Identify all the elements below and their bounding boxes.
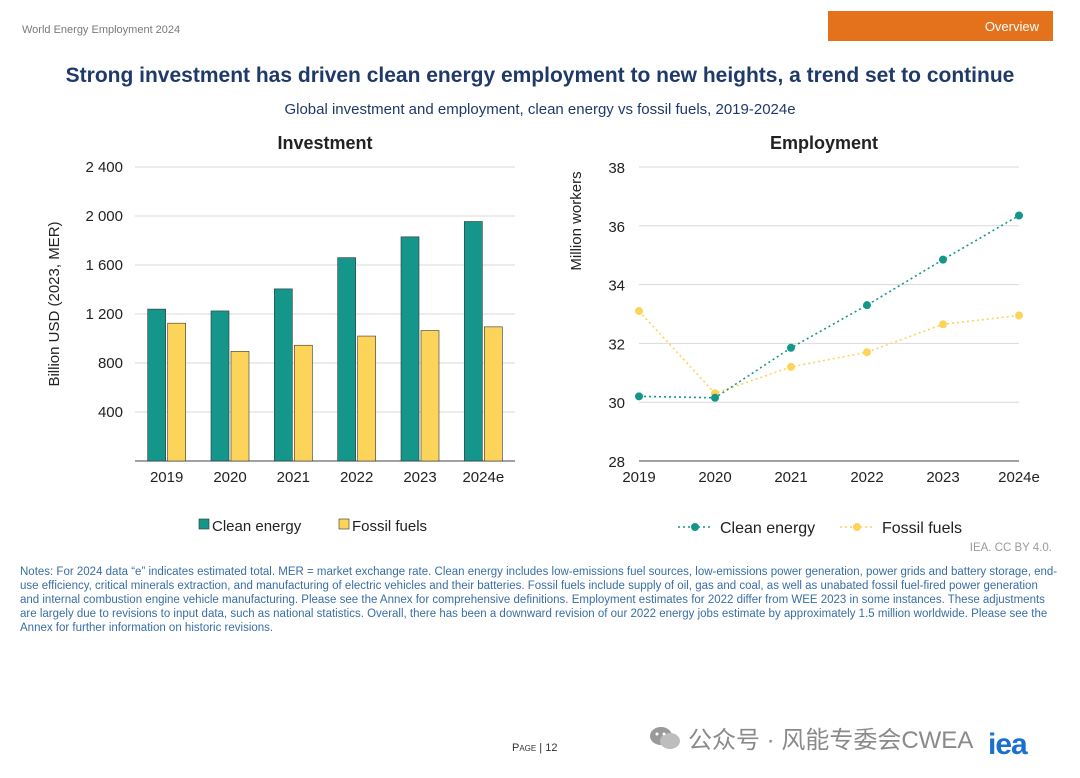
investment-y-tick-label: 2 000 <box>85 208 123 225</box>
fossil-fuels-point <box>635 307 643 316</box>
investment-y-tick-label: 1 600 <box>85 257 123 274</box>
page-number: 12 <box>545 742 558 754</box>
employment-x-tick-label: 2019 <box>622 469 655 486</box>
employment-y-tick-label: 34 <box>608 278 625 295</box>
employment-x-tick-label: 2024e <box>998 469 1040 486</box>
fossil-fuels-point <box>1015 311 1023 320</box>
investment-x-tick-label: 2024e <box>462 469 504 486</box>
employment-x-tick-label: 2021 <box>774 469 807 486</box>
legend-clean-energy-label: Clean energy <box>720 520 815 537</box>
employment-x-tick-label: 2023 <box>926 469 959 486</box>
watermark: 公众号 · 风能专委会CWEA <box>648 720 973 755</box>
investment-y-axis-label: Billion USD (2023, MER) <box>46 221 63 386</box>
employment-y-tick-label: 32 <box>608 336 625 353</box>
wechat-icon <box>650 726 680 749</box>
fossil-fuels-point <box>787 362 795 371</box>
investment-y-tick-label: 400 <box>98 404 123 421</box>
iea-logo: iea <box>988 728 1028 761</box>
legend-fossil-fuels-label: Fossil fuels <box>882 520 962 537</box>
investment-x-tick-label: 2019 <box>150 469 183 486</box>
employment-y-axis-label: Million workers <box>568 171 585 270</box>
legend-fossil-fuels-marker <box>853 523 861 531</box>
clean-energy-bar <box>147 308 166 462</box>
investment-x-tick-label: 2023 <box>403 469 436 486</box>
charts-canvas: Investment 400 800 1 200 1 600 2 000 2 400 Bill… <box>46 133 1040 537</box>
clean-energy-bar <box>337 257 356 462</box>
clean-energy-bar <box>274 288 293 462</box>
notes-text: Notes: For 2024 data “e” indicates estim… <box>20 566 1058 635</box>
clean-energy-point <box>635 392 643 401</box>
clean-energy-point <box>863 301 871 310</box>
clean-energy-bar <box>464 221 483 462</box>
investment-x-tick-label: 2020 <box>213 469 246 486</box>
clean-energy-point <box>787 343 795 352</box>
investment-x-tick-label: 2021 <box>277 469 310 486</box>
employment-y-tick-label: 28 <box>608 454 625 471</box>
figure-subtitle: Global investment and employment, clean … <box>284 101 796 118</box>
fossil-fuels-bar <box>420 330 440 462</box>
employment-y-tick-label: 36 <box>608 219 625 236</box>
clean-energy-bar <box>400 236 420 462</box>
clean-energy-bar <box>210 310 230 462</box>
fossil-fuels-point <box>939 320 947 329</box>
investment-chart-title: Investment <box>277 133 372 153</box>
investment-x-tick-label: 2022 <box>340 469 373 486</box>
overview-tab[interactable]: Overview <box>828 11 1053 41</box>
legend-fossil-fuels-label: Fossil fuels <box>352 518 427 535</box>
clean-energy-line <box>638 214 1020 399</box>
employment-x-tick-label: 2020 <box>698 469 731 486</box>
clean-energy-point <box>1015 211 1023 220</box>
investment-y-tick-label: 1 200 <box>85 306 123 323</box>
document-title: World Energy Employment 2024 <box>22 24 181 36</box>
employment-y-tick-label: 38 <box>608 160 625 177</box>
clean-energy-point <box>939 255 947 264</box>
page-indicator: Page | 12 <box>512 742 558 754</box>
fossil-fuels-bar <box>357 335 376 462</box>
fossil-fuels-bar <box>484 326 503 462</box>
legend-clean-energy-label: Clean energy <box>212 518 302 535</box>
legend-clean-energy-marker <box>691 523 699 531</box>
fossil-fuels-bar <box>230 351 250 462</box>
legend-fossil-fuels-swatch <box>338 518 350 530</box>
credit-text: IEA. CC BY 4.0. <box>969 542 1052 554</box>
investment-y-tick-label: 800 <box>98 355 123 372</box>
legend-clean-energy-swatch <box>198 518 210 530</box>
fossil-fuels-line <box>638 310 1020 395</box>
fossil-fuels-bar <box>294 344 313 462</box>
page-word: Page <box>512 742 537 754</box>
clean-energy-point <box>711 393 719 402</box>
investment-y-tick-label: 2 400 <box>85 159 123 176</box>
employment-x-tick-label: 2022 <box>850 469 883 486</box>
fossil-fuels-point <box>863 348 871 357</box>
page-title: Strong investment has driven clean energ… <box>65 64 1015 87</box>
employment-chart-title: Employment <box>770 133 878 153</box>
employment-y-tick-label: 30 <box>608 395 625 412</box>
watermark-text: 公众号 · 风能专委会CWEA <box>688 727 974 754</box>
fossil-fuels-bar <box>167 322 186 462</box>
